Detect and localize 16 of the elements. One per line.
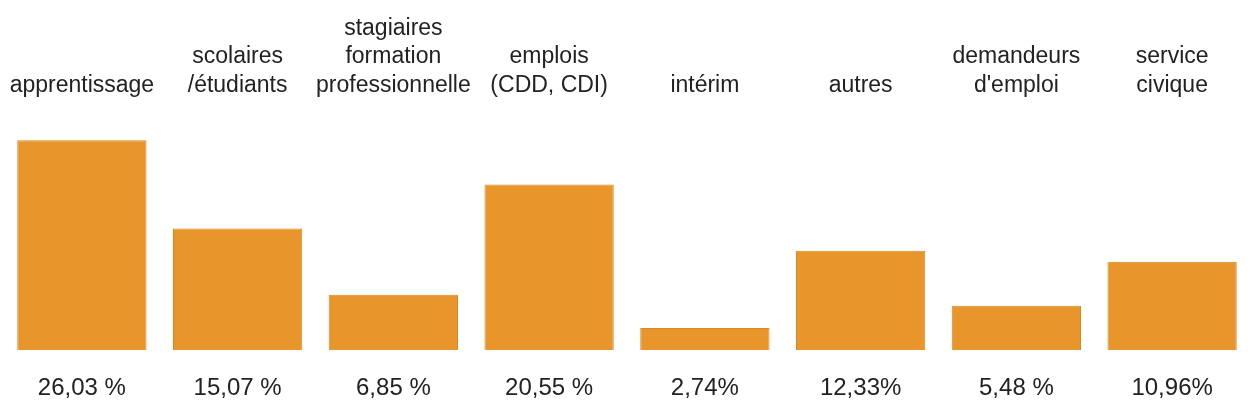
- x-tick-label: service civique: [1135, 42, 1209, 98]
- x-tick-label: autres: [828, 71, 893, 98]
- data-label: 5,48 %: [979, 372, 1054, 400]
- data-label: 6,85 %: [356, 372, 431, 400]
- x-tick-label: demandeurs d'emploi: [952, 42, 1081, 98]
- data-label: 26,03 %: [37, 372, 126, 400]
- x-tick-label: intérim: [670, 71, 740, 98]
- x-tick-label: apprentissage: [9, 71, 155, 98]
- x-tick-label: scolaires /étudiants: [187, 42, 288, 98]
- data-label: 15,07 %: [193, 372, 282, 400]
- data-label: 12,33%: [819, 372, 902, 400]
- data-label: 20,55 %: [505, 372, 594, 400]
- x-tick-label: emplois (CDD, CDI): [490, 42, 608, 98]
- x-tick-label: stagiaires formation professionnelle: [316, 13, 471, 98]
- data-label: 10,96%: [1131, 372, 1213, 400]
- data-label: 2,74%: [670, 372, 739, 400]
